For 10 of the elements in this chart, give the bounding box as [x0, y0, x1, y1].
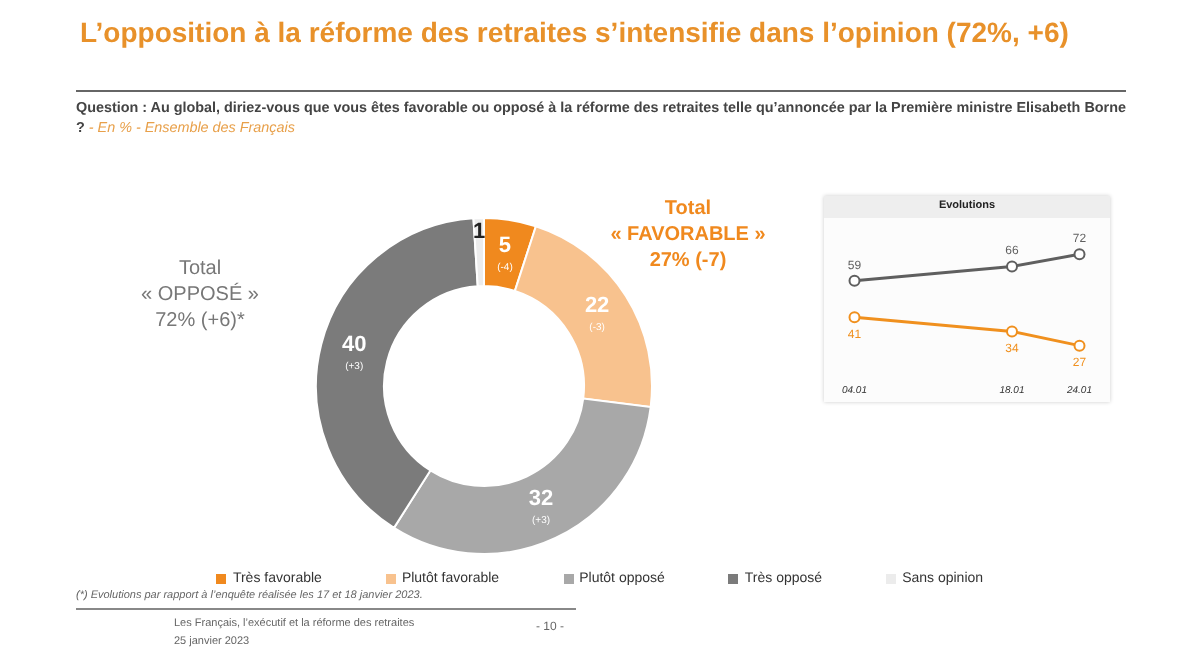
- chart-title: L’opposition à la réforme des retraites s’intensifie dans l’opinion (72%, +6): [80, 16, 1069, 48]
- point: [848, 311, 861, 324]
- point: [1073, 248, 1086, 261]
- point: [848, 274, 861, 287]
- text: Total « OPPOSÉ » 72% (+6)*: [139, 256, 261, 334]
- data-label: 1: [472, 220, 486, 245]
- text: Total « FAVORABLE » 27% (-7): [608, 196, 768, 274]
- point: [1006, 260, 1018, 273]
- point: [1006, 325, 1018, 338]
- point: [1073, 339, 1086, 352]
